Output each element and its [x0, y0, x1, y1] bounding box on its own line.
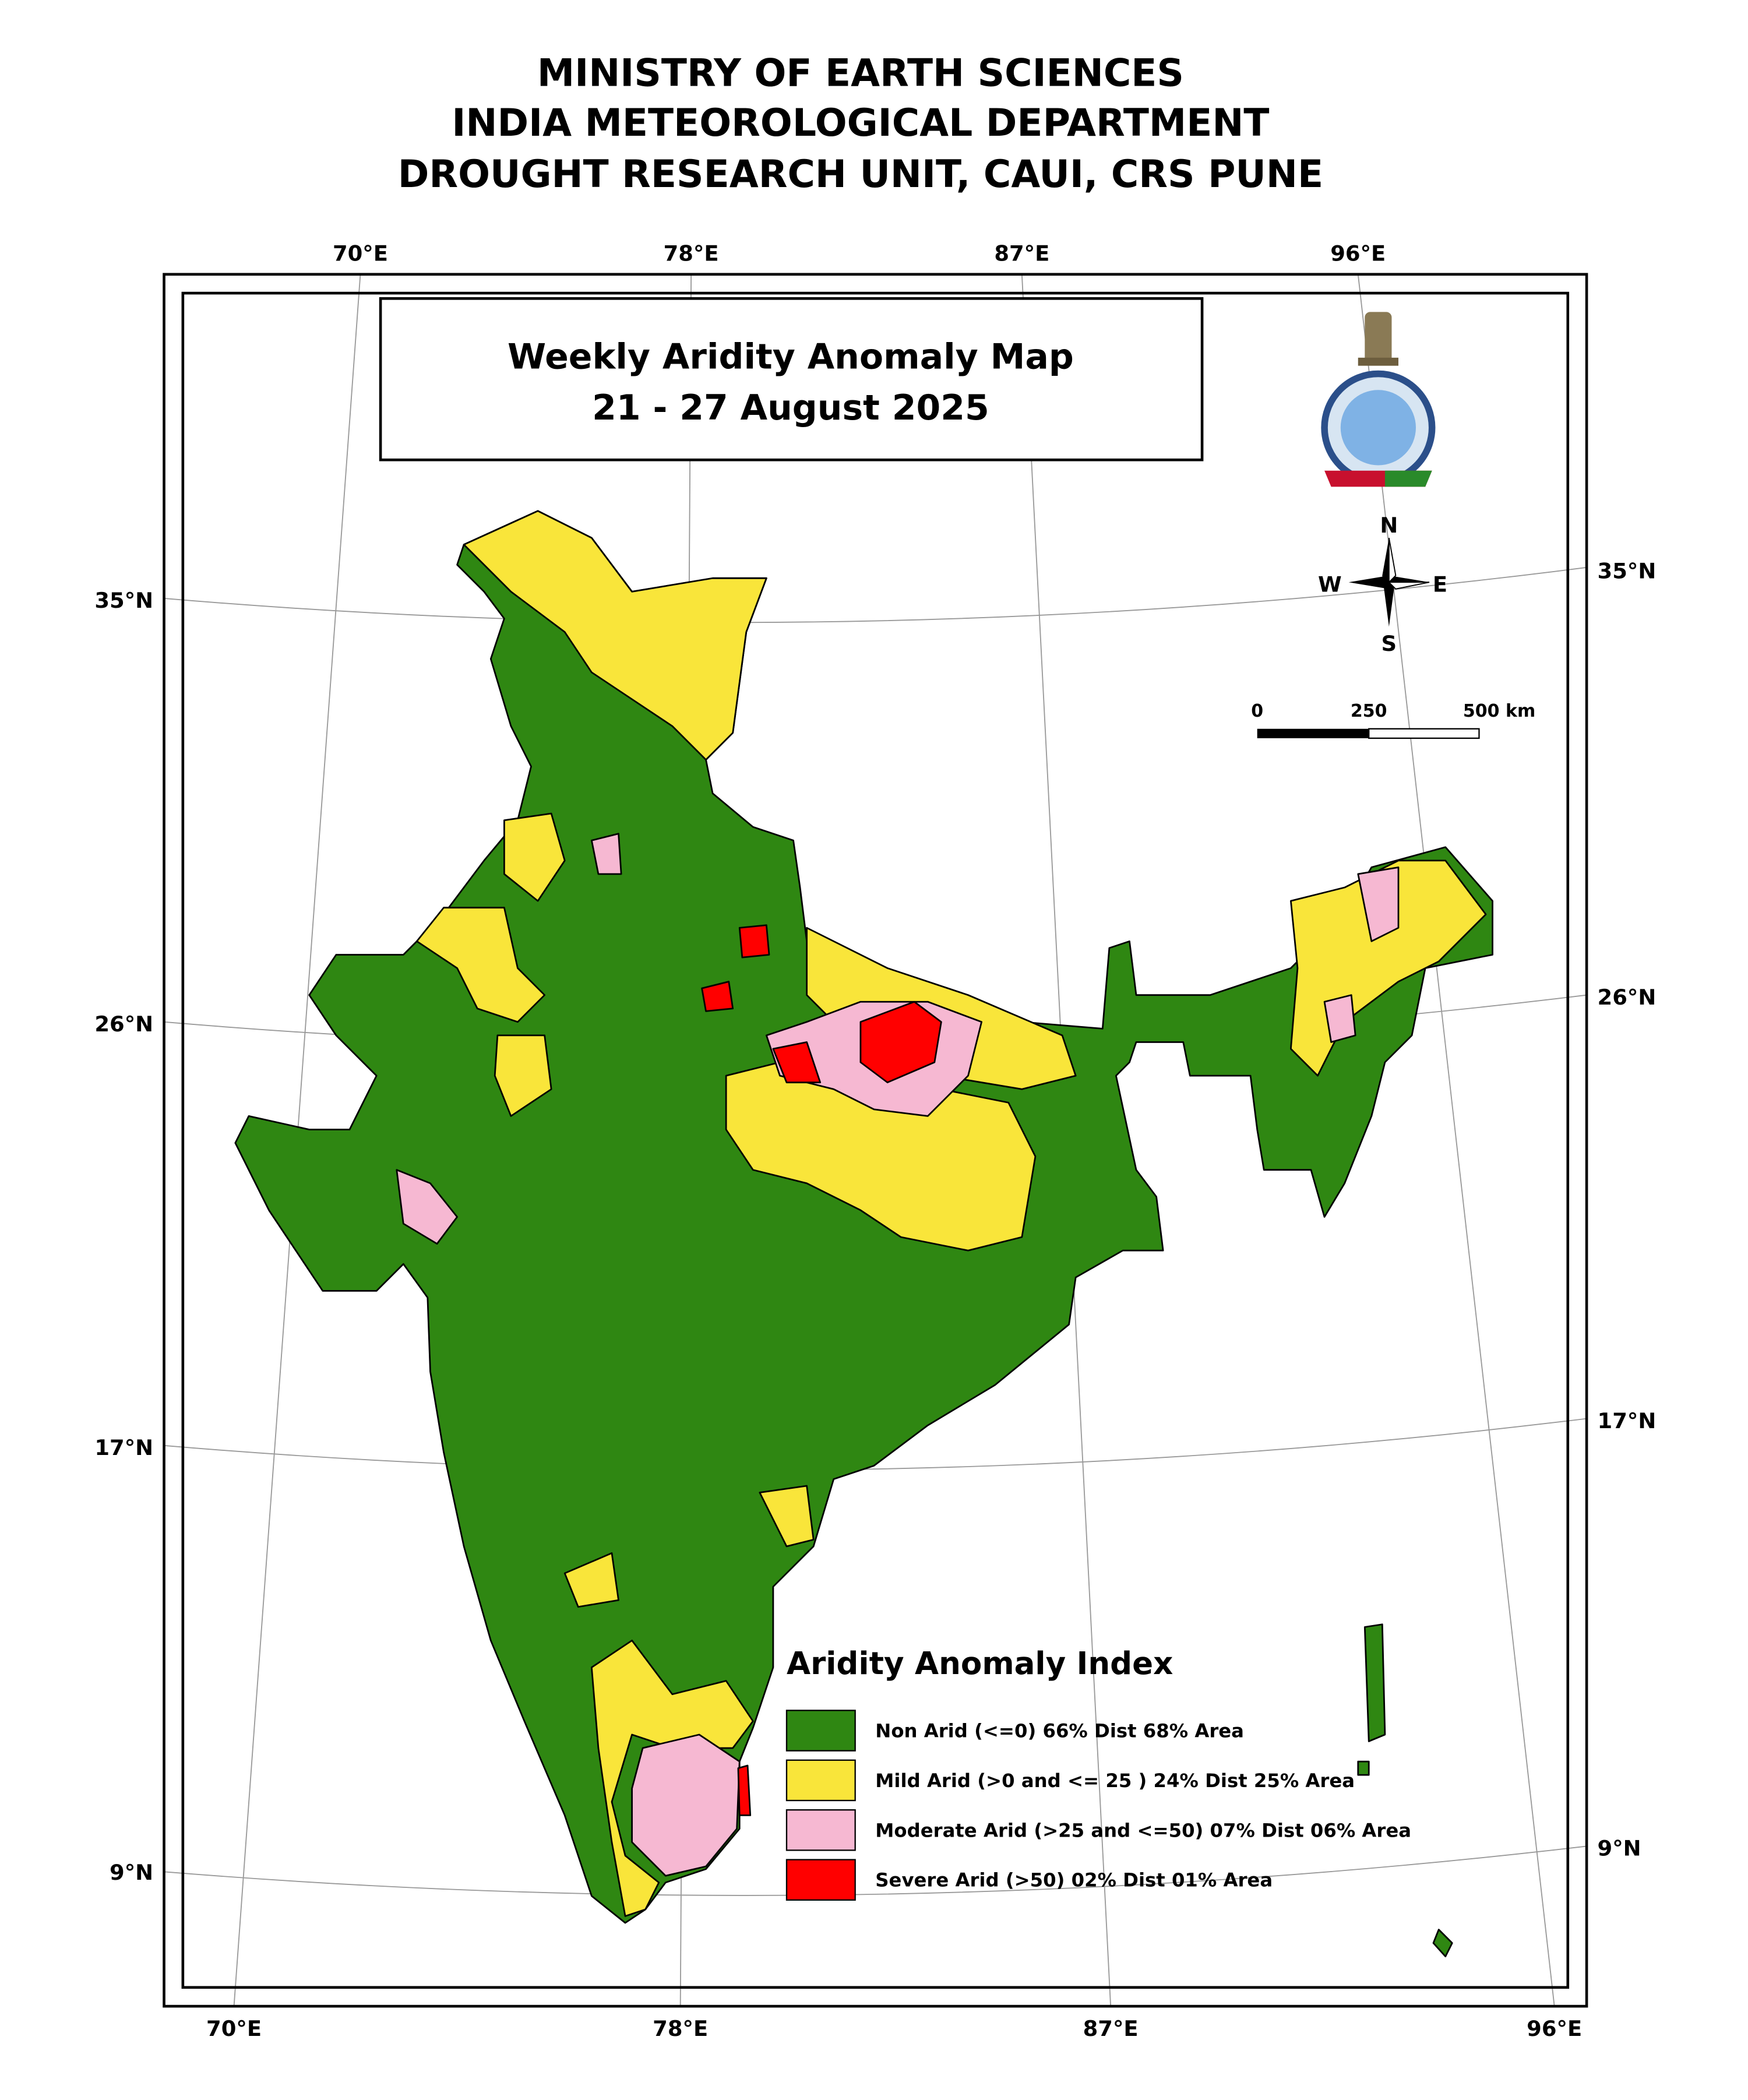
region [1357, 866, 1400, 942]
scale-bar: 0 250 500 km [1251, 701, 1535, 739]
header-line: DROUGHT RESEARCH UNIT, CAUI, CRS PUNE [398, 153, 1323, 196]
region [1363, 1623, 1386, 1742]
scale-label: 0 [1251, 701, 1263, 721]
region [772, 1041, 822, 1084]
compass-east: E [1433, 572, 1447, 597]
region [590, 833, 622, 875]
legend-label: Mild Arid (>0 and <= 25 ) 24% Dist 25% A… [875, 1770, 1355, 1792]
latitude-label: 26°N [1598, 985, 1657, 1010]
india-map [234, 510, 1493, 1958]
region [590, 1640, 754, 1917]
outer-frame [163, 273, 1588, 2008]
longitude-label: 87°E [1083, 2016, 1139, 2041]
title-box [379, 297, 1204, 461]
latitude-label: 17°N [1598, 1408, 1657, 1433]
legend-label: Non Arid (<=0) 66% Dist 68% Area [875, 1720, 1244, 1742]
legend-label: Moderate Arid (>25 and <=50) 07% Dist 06… [875, 1819, 1411, 1841]
latitude-label: 35°N [94, 588, 153, 613]
region [396, 1169, 458, 1245]
longitude-label: 96°E [1527, 2016, 1582, 2041]
map-title: Weekly Aridity Anomaly Map [508, 336, 1074, 377]
region [738, 924, 770, 959]
compass-north: N [1380, 513, 1398, 538]
header-line: MINISTRY OF EARTH SCIENCES [537, 52, 1184, 96]
scale-label: 250 [1351, 701, 1387, 721]
region [463, 510, 767, 761]
legend-title: Aridity Anomaly Index [787, 1646, 1173, 1682]
latitude-label: 9°N [1598, 1836, 1641, 1861]
compass: N S E W [1318, 513, 1447, 656]
region [737, 1764, 752, 1816]
region [1432, 1929, 1453, 1958]
legend-swatch [785, 1759, 856, 1802]
longitude-label: 78°E [653, 2016, 708, 2041]
header-line: INDIA METEOROLOGICAL DEPARTMENT [452, 101, 1269, 145]
longitude-label: 70°E [206, 2016, 262, 2041]
latitude-label: 9°N [110, 1860, 153, 1885]
region [563, 1552, 619, 1608]
scale-label: 500 km [1463, 701, 1535, 721]
region [1357, 1760, 1370, 1776]
longitude-label: 78°E [664, 241, 719, 266]
map-subtitle: 21 - 27 August 2025 [592, 387, 989, 428]
legend-label: Severe Arid (>50) 02% Dist 01% Area [875, 1869, 1273, 1891]
region [631, 1733, 741, 1877]
compass-west: W [1318, 572, 1342, 597]
legend-swatch [785, 1710, 856, 1752]
region [701, 981, 734, 1012]
legend-swatch [785, 1859, 856, 1901]
latitude-label: 17°N [94, 1435, 153, 1460]
compass-south: S [1382, 631, 1397, 656]
longitude-label: 96°E [1330, 241, 1386, 266]
region [1323, 994, 1356, 1043]
region [494, 1034, 552, 1117]
latitude-label: 26°N [94, 1012, 153, 1037]
region [859, 1000, 942, 1084]
region [503, 812, 566, 902]
region [416, 907, 545, 1023]
region [759, 1485, 815, 1548]
imd-logo [1321, 312, 1436, 487]
longitude-label: 70°E [333, 241, 388, 266]
inner-frame [181, 291, 1570, 1989]
legend: Aridity Anomaly Index Non Arid (<=0) 66%… [785, 1646, 1411, 1901]
latitude-label: 35°N [1598, 558, 1657, 583]
longitude-label: 87°E [994, 241, 1049, 266]
legend-swatch [785, 1809, 856, 1851]
